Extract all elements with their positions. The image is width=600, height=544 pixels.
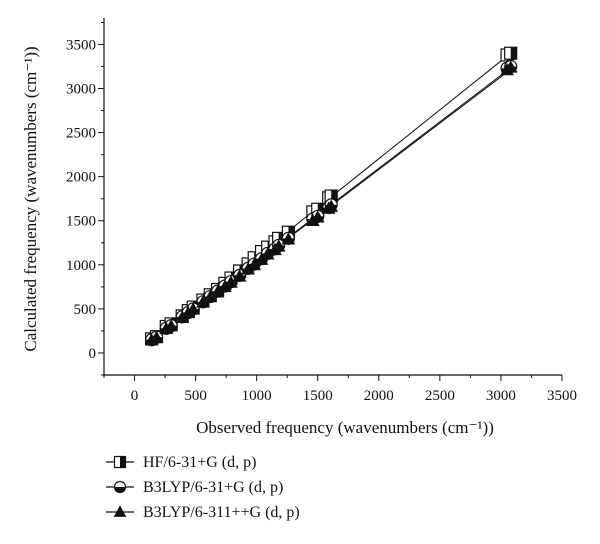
x-tick-label: 3500: [547, 388, 577, 404]
data-point-series-3: [224, 275, 238, 288]
legend-label: B3LYP/6-311++G (d, p): [143, 504, 300, 521]
legend-item: B3LYP/6-311++G (d, p): [106, 504, 300, 521]
legend-item: B3LYP/6-31+G (d, p): [106, 479, 283, 496]
y-tick-label: 500: [74, 302, 97, 318]
legend-marker: [113, 505, 127, 517]
data-point-series-3: [149, 330, 164, 343]
data-point-series-3: [281, 232, 296, 245]
data-point-series-3: [503, 60, 518, 73]
legend-marker: [113, 455, 127, 469]
y-tick-label: 0: [89, 346, 97, 362]
data-point-series-3: [232, 269, 247, 282]
y-tick-label: 3000: [66, 82, 96, 98]
legend-label: HF/6-31+G (d, p): [143, 454, 256, 471]
y-tick-label: 2000: [66, 170, 96, 186]
data-point-series-1: [504, 46, 518, 60]
x-axis-title: Observed frequency (wavenumbers (cm⁻¹)): [196, 418, 494, 437]
data-point-series-3: [324, 199, 339, 212]
legend-label: B3LYP/6-31+G (d, p): [143, 479, 283, 496]
x-tick-label: 1500: [303, 388, 333, 404]
data-point-series-3: [271, 239, 286, 252]
x-tick-label: 0: [131, 388, 139, 404]
x-tick-label: 3000: [486, 388, 516, 404]
legend: HF/6-31+G (d, p) B3LYP/6-31+G (d, p) B3LYP…: [106, 454, 300, 521]
legend-marker: [113, 480, 127, 494]
axes: 0 500 1000 1500 2000 2500 3000 3500 0 500 1000 1500…: [66, 18, 577, 404]
data-point-series-3: [186, 302, 201, 315]
y-tick-label: 1500: [66, 214, 96, 230]
x-tick-label: 500: [184, 388, 207, 404]
y-axis-title: Calculated frequency (wavenumbers (cm⁻¹)…: [21, 46, 40, 351]
y-tick-label: 1000: [66, 258, 96, 274]
data-point-series-3: [164, 319, 179, 332]
y-tick-label: 3500: [66, 37, 96, 53]
x-tick-label: 2000: [364, 388, 394, 404]
data-points: [144, 46, 518, 347]
y-tick-label: 2500: [66, 126, 96, 142]
x-tick-label: 2500: [425, 388, 455, 404]
legend-item: HF/6-31+G (d, p): [106, 454, 256, 471]
data-point-series-3: [310, 210, 325, 223]
x-tick-label: 1000: [242, 388, 272, 404]
